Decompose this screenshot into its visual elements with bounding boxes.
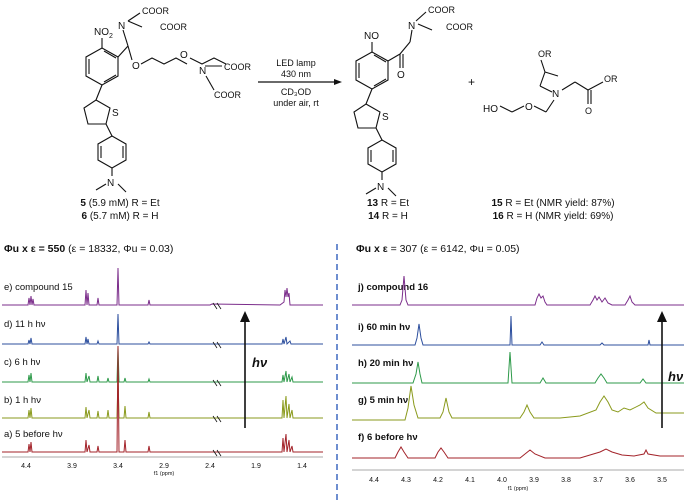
right-tick-label: 4.4 (369, 477, 379, 484)
left-panel-heading: Φu x ε = 550 (ε = 18332, Φu = 0.03) (4, 243, 173, 255)
left-axis-title: f1 (ppm) (154, 471, 175, 477)
amine-n-top: N (118, 21, 125, 32)
left-trace-d (2, 313, 323, 346)
benzene-ring (85, 47, 119, 86)
left-tick-label: 3.9 (67, 463, 77, 470)
reaction-conditions: LED lamp 430 nm CD₃OD under air, rt (258, 58, 342, 108)
no2-group: NO2 (94, 27, 113, 40)
left-trace-a (2, 345, 323, 453)
byproduct-ether-o: O (525, 102, 533, 113)
right-axis-title: f1 (ppm) (508, 486, 529, 492)
thiophene-s: S (112, 108, 119, 119)
compound-13-label: 13 R = Et (367, 198, 409, 209)
byproduct-hydroxyl: HO (483, 104, 498, 115)
right-trace-g (352, 385, 684, 421)
right-tick-label: 3.5 (657, 477, 667, 484)
left-hv-label: hν (252, 355, 268, 370)
compound-16-label: 16 R = H (NMR yield: 69%) (493, 211, 614, 222)
product-coor-2: COOR (446, 22, 474, 32)
left-trace-label-c: c) 6 h hν (4, 357, 41, 368)
left-trace-label-e: e) compound 15 (4, 282, 73, 293)
byproduct-or-2: OR (604, 74, 618, 84)
thiophene-ring (83, 99, 111, 125)
coor-top-1: COOR (142, 6, 170, 16)
left-tick-label: 2.9 (159, 463, 169, 470)
right-trace-label-i: i) 60 min hν (358, 322, 410, 333)
byproduct-or-1: OR (538, 49, 552, 59)
left-tick-label: 1.4 (297, 463, 307, 470)
dimethylamino-n: N (107, 178, 114, 189)
left-nmr-panel: e) compound 15 d) 11 h hν c) 6 h hν b) 1… (2, 267, 323, 477)
byproduct-structure: OR N OR O O HO (483, 49, 618, 116)
right-hv-arrowhead (657, 311, 667, 322)
left-trace-label-a: a) 5 before hν (4, 429, 63, 440)
condition-atmosphere: under air, rt (273, 98, 319, 108)
product-coor-1: COOR (428, 5, 456, 15)
left-axis-break-marks (212, 302, 222, 457)
product-structure: NO O N COOR COOR S N (353, 5, 474, 197)
reactant-structure: NO2 N COOR COOR O O N COOR COOR S N (83, 6, 252, 193)
right-trace-label-g: g) 5 min hν (358, 395, 408, 406)
aniline-ring (97, 135, 127, 169)
product-aniline-ring (367, 139, 397, 173)
right-hv-label: hν (668, 369, 684, 384)
left-trace-e (2, 267, 323, 306)
condition-lamp: LED lamp (276, 58, 316, 68)
compound-14-label: 14 R = H (368, 211, 408, 222)
left-hv-arrowhead (240, 311, 250, 322)
right-tick-label: 4.0 (497, 477, 507, 484)
right-trace-f (352, 446, 684, 459)
ether-o-1: O (132, 61, 140, 72)
compound-15-label: 15 R = Et (NMR yield: 87%) (491, 198, 614, 209)
compound-5-label: 5 (5.9 mM) R = Et (80, 198, 159, 209)
product-thiophene-s: S (382, 112, 389, 123)
coor-chain-2: COOR (214, 90, 242, 100)
amine-n-chain: N (199, 66, 206, 77)
left-trace-c (2, 345, 323, 383)
product-amine-n: N (408, 21, 415, 32)
right-trace-i (352, 315, 684, 346)
right-tick-label: 4.2 (433, 477, 443, 484)
left-tick-label: 2.4 (205, 463, 215, 470)
condition-wavelength: 430 nm (281, 69, 311, 79)
left-trace-label-b: b) 1 h hν (4, 395, 41, 406)
coor-chain-1: COOR (224, 62, 252, 72)
left-tick-label: 1.9 (251, 463, 261, 470)
right-trace-label-j: j) compound 16 (357, 282, 428, 293)
product-dimethylamino-n: N (377, 182, 384, 193)
compound-6-label: 6 (5.7 mM) R = H (82, 211, 159, 222)
product-no-group: NO (364, 31, 379, 42)
left-tick-label: 4.4 (21, 463, 31, 470)
right-trace-label-f: f) 6 before hν (358, 432, 418, 443)
plus-sign: + (468, 75, 475, 89)
right-tick-label: 3.8 (561, 477, 571, 484)
right-tick-label: 3.9 (529, 477, 539, 484)
byproduct-amine-n: N (552, 89, 559, 100)
right-tick-label: 3.7 (593, 477, 603, 484)
right-trace-h (352, 351, 684, 384)
left-trace-label-d: d) 11 h hν (4, 319, 46, 330)
byproduct-o-carbonyl: O (585, 106, 592, 116)
right-trace-j (352, 275, 684, 306)
ether-o-2: O (180, 50, 188, 61)
right-panel-heading: Φu x ε = 307 (ε = 6142, Φu = 0.05) (356, 243, 520, 255)
right-tick-label: 4.3 (401, 477, 411, 484)
coor-top-2: COOR (160, 22, 188, 32)
product-benzene-ring (355, 51, 389, 90)
condition-solvent: CD₃OD (281, 87, 312, 97)
right-tick-label: 3.6 (625, 477, 635, 484)
right-trace-label-h: h) 20 min hν (358, 358, 413, 369)
product-thiophene-ring (353, 103, 381, 129)
right-nmr-panel: j) compound 16 i) 60 min hν h) 20 min hν… (352, 275, 684, 492)
product-ketone-o: O (397, 70, 405, 81)
left-tick-label: 3.4 (113, 463, 123, 470)
right-tick-label: 4.1 (465, 477, 475, 484)
